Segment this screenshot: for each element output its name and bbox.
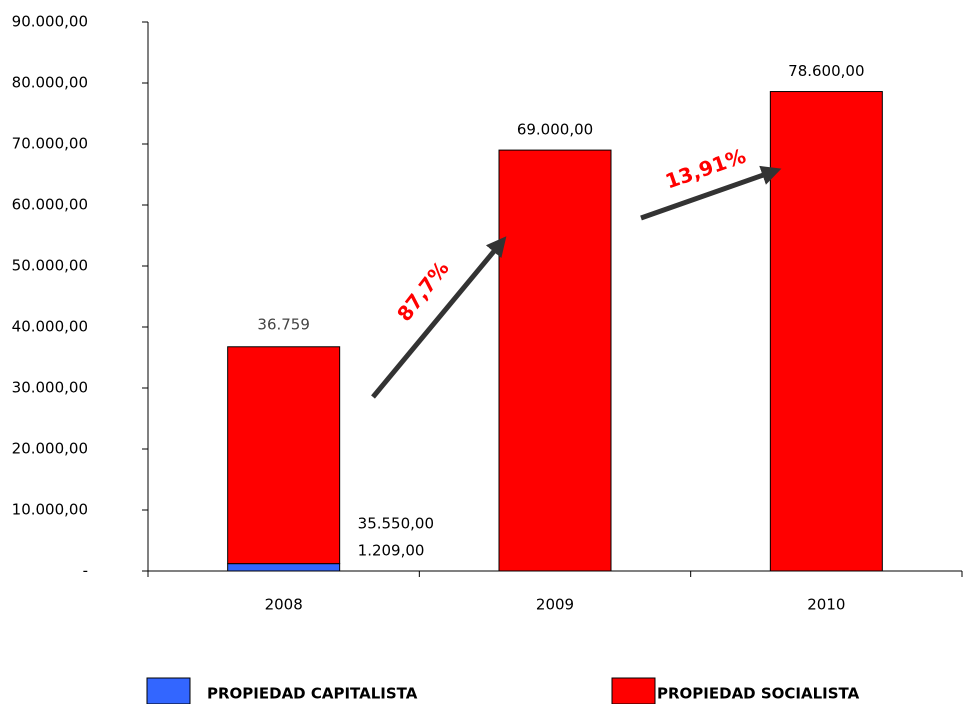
legend-label: PROPIEDAD SOCIALISTA <box>657 685 860 703</box>
x-tick-label: 2009 <box>536 596 574 614</box>
bar-segment <box>769 91 883 572</box>
annotation-arrow <box>640 165 782 221</box>
y-tick-label: 50.000,00 <box>12 257 88 275</box>
bar-segment <box>227 346 341 565</box>
annotation-arrow <box>371 236 507 399</box>
annotation: 87,7% <box>392 256 454 325</box>
x-tick-label: 2008 <box>265 596 303 614</box>
y-tick-label: 60.000,00 <box>12 196 88 214</box>
legend-swatch <box>146 677 191 705</box>
data-label: 78.600,00 <box>788 62 864 80</box>
y-tick-label: 70.000,00 <box>12 135 88 153</box>
total-label: 36.759 <box>257 315 310 333</box>
y-tick-label: 90.000,00 <box>12 13 88 31</box>
y-tick-label: 30.000,00 <box>12 379 88 397</box>
bar-segment <box>227 563 341 572</box>
legend-label: PROPIEDAD CAPITALISTA <box>207 685 418 703</box>
x-tick-label: 2010 <box>807 596 845 614</box>
y-tick-label: 40.000,00 <box>12 318 88 336</box>
y-tick-label: 10.000,00 <box>12 501 88 519</box>
y-tick-label: 20.000,00 <box>12 440 88 458</box>
data-label: 69.000,00 <box>517 121 593 139</box>
legend-swatch <box>611 677 656 705</box>
bar-segment <box>498 149 612 572</box>
y-tick-label: 80.000,00 <box>12 74 88 92</box>
y-tick-label: - <box>83 562 88 580</box>
data-label: 35.550,00 <box>358 515 434 533</box>
data-label: 1.209,00 <box>358 542 425 560</box>
